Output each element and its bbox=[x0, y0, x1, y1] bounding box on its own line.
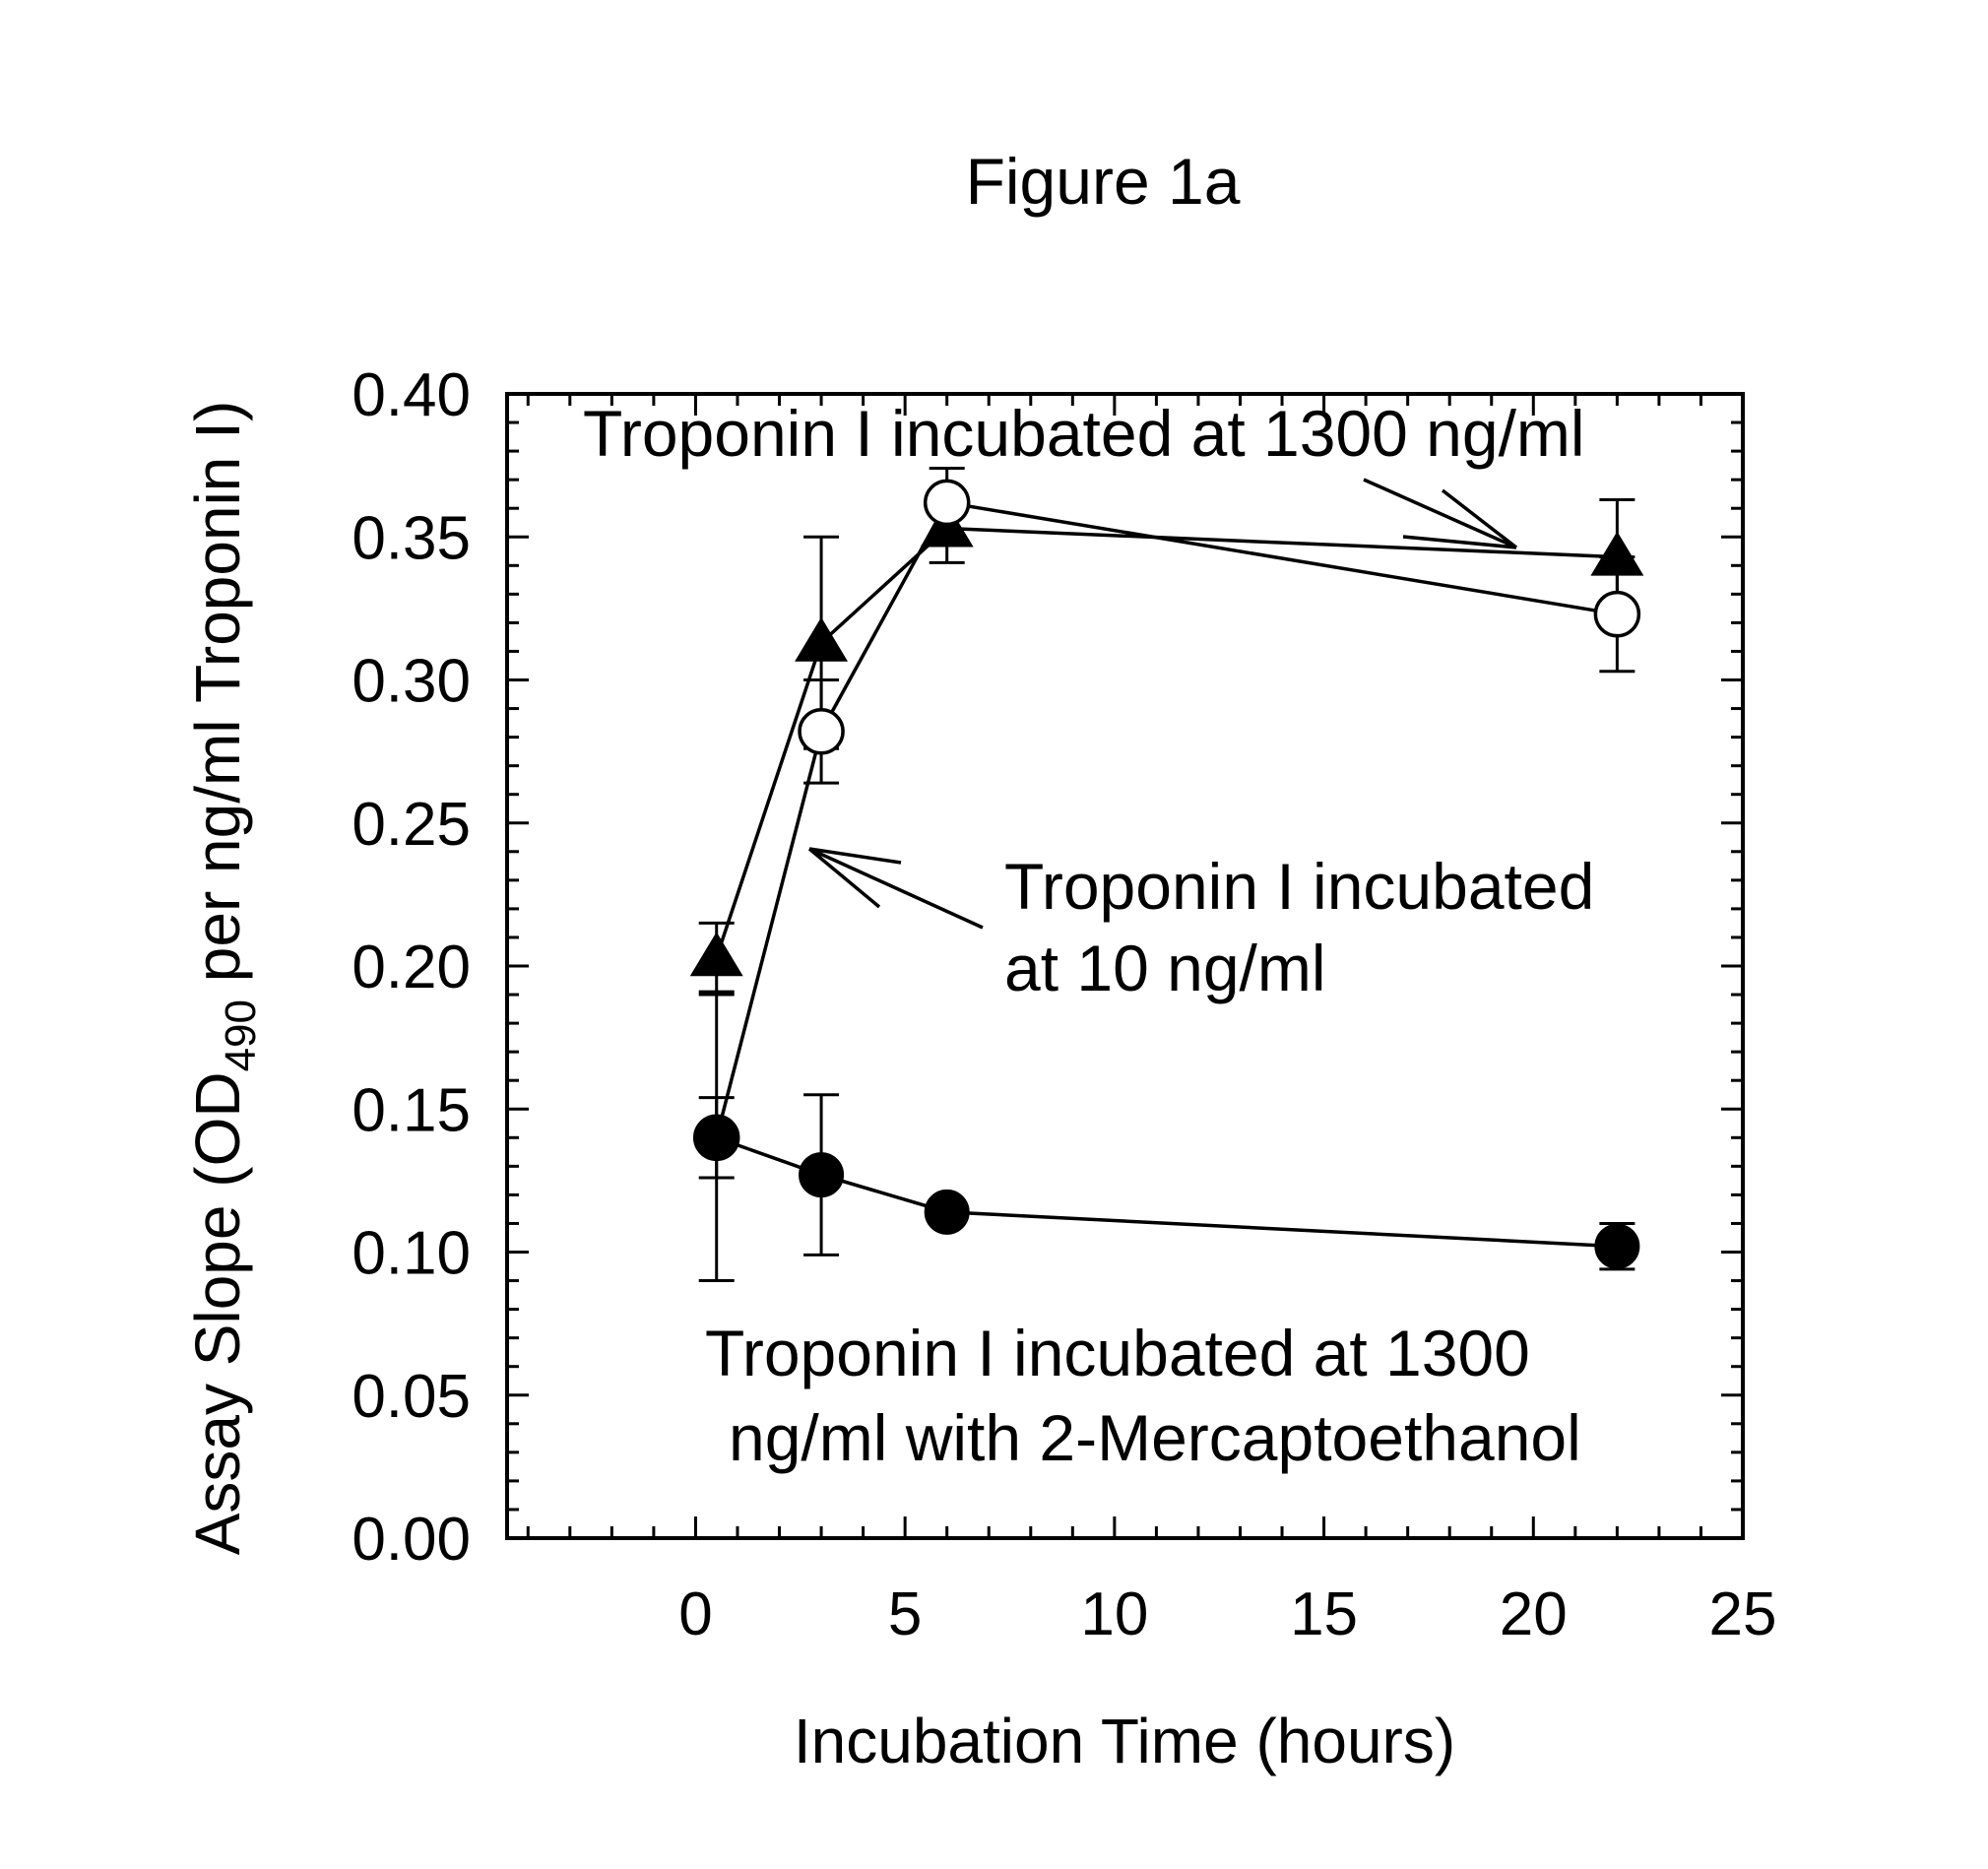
annotation-10-arrow bbox=[807, 847, 984, 930]
y-tick-label: 0.20 bbox=[352, 934, 471, 1001]
y-axis-title: Assay Slope (OD490 per ng/ml Troponin I) bbox=[182, 401, 265, 1556]
x-axis-title: Incubation Time (hours) bbox=[794, 1706, 1455, 1776]
annotation-mercaptoethanol: Troponin I incubated at 1300 ng/ml with … bbox=[705, 1317, 1581, 1474]
y-axis-title-suffix: per ng/ml Troponin I) bbox=[182, 401, 253, 999]
y-axis-tick-labels: 0.00 0.05 0.10 0.15 0.20 0.25 0.30 0.35 0.40 bbox=[352, 361, 471, 1574]
series-filled-circle bbox=[693, 1093, 1640, 1271]
y-tick-label: 0.05 bbox=[352, 1363, 471, 1431]
annotation-1300-line-1: Troponin I incubated at 1300 ng/ml bbox=[583, 397, 1585, 470]
figure-title: Figure 1a bbox=[966, 145, 1241, 218]
y-axis-title-prefix: Assay Slope (OD bbox=[182, 1071, 253, 1555]
series-line bbox=[715, 526, 1618, 958]
x-tick-label: 10 bbox=[1080, 1580, 1148, 1648]
annotation-10-line-1: Troponin I incubated bbox=[1004, 850, 1594, 923]
x-axis-tick-labels: 0 5 10 15 20 25 bbox=[678, 1580, 1776, 1648]
series-layer bbox=[689, 467, 1644, 1283]
x-tick-label: 5 bbox=[888, 1580, 922, 1648]
series-line bbox=[715, 500, 1618, 1138]
annotation-10-line-2: at 10 ng/ml bbox=[1004, 932, 1326, 1004]
annotation-1300-arrow bbox=[1363, 478, 1518, 549]
annotation-mercaptoethanol-line-1: Troponin I incubated at 1300 bbox=[705, 1317, 1530, 1389]
x-tick-label: 0 bbox=[678, 1580, 712, 1648]
y-tick-label: 0.00 bbox=[352, 1506, 471, 1574]
filled-circle-marker bbox=[924, 1189, 970, 1235]
open-circle-marker bbox=[923, 479, 971, 527]
y-tick-label: 0.25 bbox=[352, 791, 471, 859]
open-circle-marker bbox=[1593, 590, 1641, 638]
y-axis-title-subscript: 490 bbox=[217, 999, 265, 1071]
x-tick-label: 20 bbox=[1500, 1580, 1568, 1648]
open-circle-marker bbox=[798, 708, 845, 755]
filled-circle-marker bbox=[799, 1152, 845, 1198]
x-tick-label: 15 bbox=[1290, 1580, 1358, 1648]
y-tick-label: 0.30 bbox=[352, 648, 471, 716]
x-tick-label: 25 bbox=[1709, 1580, 1777, 1648]
triangle-marker bbox=[689, 932, 743, 977]
y-tick-label: 0.35 bbox=[352, 504, 471, 572]
x-axis-ticks bbox=[526, 394, 1745, 1538]
triangle-marker bbox=[795, 616, 849, 662]
annotation-10: Troponin I incubated at 10 ng/ml bbox=[807, 847, 1594, 1004]
y-tick-label: 0.15 bbox=[352, 1076, 471, 1144]
y-axis-ticks bbox=[507, 392, 1743, 1540]
y-tick-label: 0.40 bbox=[352, 361, 471, 429]
filled-circle-marker bbox=[1594, 1223, 1640, 1269]
annotation-1300: Troponin I incubated at 1300 ng/ml bbox=[583, 397, 1585, 549]
series-line bbox=[716, 1135, 1618, 1249]
y-tick-label: 0.10 bbox=[352, 1220, 471, 1288]
annotation-mercaptoethanol-line-2: ng/ml with 2-Mercaptoethanol bbox=[729, 1401, 1581, 1474]
filled-circle-marker bbox=[693, 1115, 739, 1161]
